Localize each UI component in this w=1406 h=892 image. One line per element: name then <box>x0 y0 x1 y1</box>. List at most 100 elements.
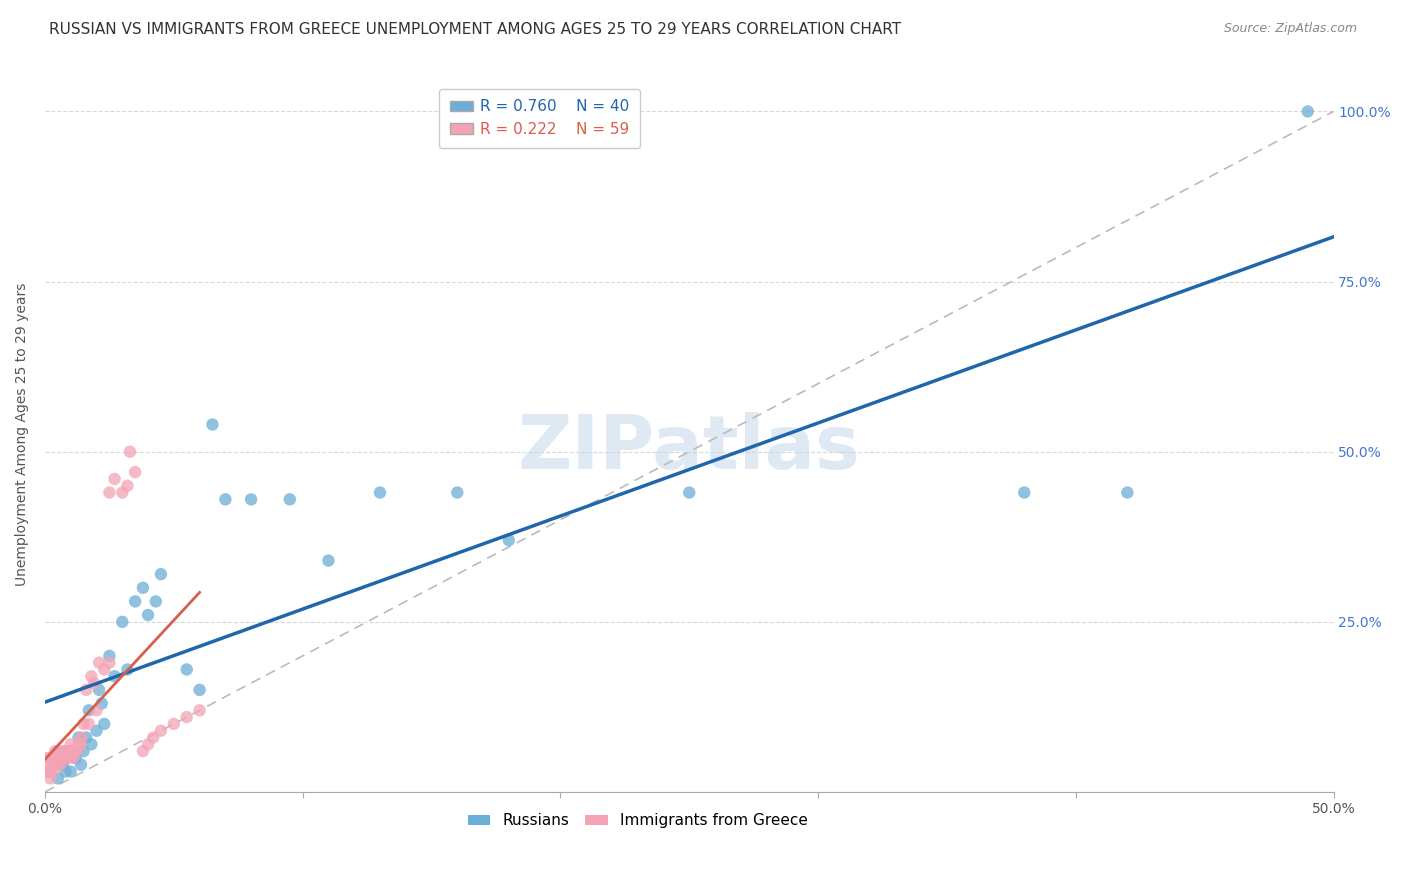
Point <box>70 731 93 745</box>
Point <box>75 682 97 697</box>
Point <box>59 737 82 751</box>
Point <box>52 751 75 765</box>
Point <box>86 723 108 738</box>
Point <box>86 703 108 717</box>
Point <box>56 744 79 758</box>
Point <box>67 737 90 751</box>
Point <box>93 663 115 677</box>
Point <box>132 744 155 758</box>
Point <box>44 757 66 772</box>
Point <box>65 744 87 758</box>
Point <box>46 744 69 758</box>
Point <box>124 465 146 479</box>
Point <box>59 764 82 779</box>
Point <box>70 737 93 751</box>
Point <box>59 744 82 758</box>
Point <box>70 757 93 772</box>
Point <box>41 764 63 779</box>
Point <box>111 485 134 500</box>
Point <box>149 723 172 738</box>
Point <box>103 669 125 683</box>
Point <box>75 731 97 745</box>
Point <box>117 663 139 677</box>
Point <box>49 751 72 765</box>
Point <box>111 615 134 629</box>
Point <box>1012 485 1035 500</box>
Point <box>62 751 84 765</box>
Point <box>136 607 159 622</box>
Point <box>49 751 72 765</box>
Point <box>83 676 105 690</box>
Point <box>49 757 72 772</box>
Point <box>55 744 77 758</box>
Text: ZIPatlas: ZIPatlas <box>517 412 860 485</box>
Point <box>201 417 224 432</box>
Point <box>98 656 121 670</box>
Point <box>80 737 103 751</box>
Point <box>98 485 121 500</box>
Point <box>368 485 391 500</box>
Point <box>52 751 75 765</box>
Point <box>188 703 211 717</box>
Point <box>46 757 69 772</box>
Point <box>446 485 468 500</box>
Point <box>39 751 62 765</box>
Point <box>1116 485 1139 500</box>
Point <box>132 581 155 595</box>
Point <box>39 764 62 779</box>
Point <box>65 751 87 765</box>
Point <box>318 553 340 567</box>
Point <box>103 472 125 486</box>
Point <box>41 751 63 765</box>
Point <box>56 751 79 765</box>
Point <box>46 751 69 765</box>
Point <box>55 751 77 765</box>
Point <box>41 757 63 772</box>
Point <box>214 492 236 507</box>
Point <box>67 731 90 745</box>
Point <box>37 757 59 772</box>
Point <box>39 772 62 786</box>
Point <box>41 751 63 765</box>
Point <box>188 682 211 697</box>
Point <box>55 744 77 758</box>
Point <box>65 744 87 758</box>
Point <box>44 744 66 758</box>
Point <box>37 764 59 779</box>
Point <box>59 744 82 758</box>
Point <box>46 772 69 786</box>
Point <box>87 682 110 697</box>
Point <box>77 717 100 731</box>
Point <box>72 717 94 731</box>
Point <box>124 594 146 608</box>
Point <box>39 764 62 779</box>
Point <box>145 594 167 608</box>
Point <box>176 663 198 677</box>
Point <box>98 648 121 663</box>
Point <box>678 485 700 500</box>
Point <box>72 744 94 758</box>
Point <box>118 444 141 458</box>
Point <box>136 737 159 751</box>
Legend: Russians, Immigrants from Greece: Russians, Immigrants from Greece <box>461 807 814 834</box>
Point <box>240 492 263 507</box>
Point <box>87 656 110 670</box>
Point <box>59 744 82 758</box>
Point <box>176 710 198 724</box>
Point <box>80 669 103 683</box>
Point <box>77 703 100 717</box>
Point <box>37 764 59 779</box>
Point <box>93 717 115 731</box>
Point <box>52 744 75 758</box>
Point <box>149 567 172 582</box>
Point <box>278 492 301 507</box>
Point <box>62 744 84 758</box>
Point <box>1296 104 1319 119</box>
Point <box>498 533 520 548</box>
Text: Source: ZipAtlas.com: Source: ZipAtlas.com <box>1223 22 1357 36</box>
Point <box>55 764 77 779</box>
Point <box>37 751 59 765</box>
Y-axis label: Unemployment Among Ages 25 to 29 years: Unemployment Among Ages 25 to 29 years <box>15 283 30 586</box>
Point <box>52 757 75 772</box>
Point <box>142 731 165 745</box>
